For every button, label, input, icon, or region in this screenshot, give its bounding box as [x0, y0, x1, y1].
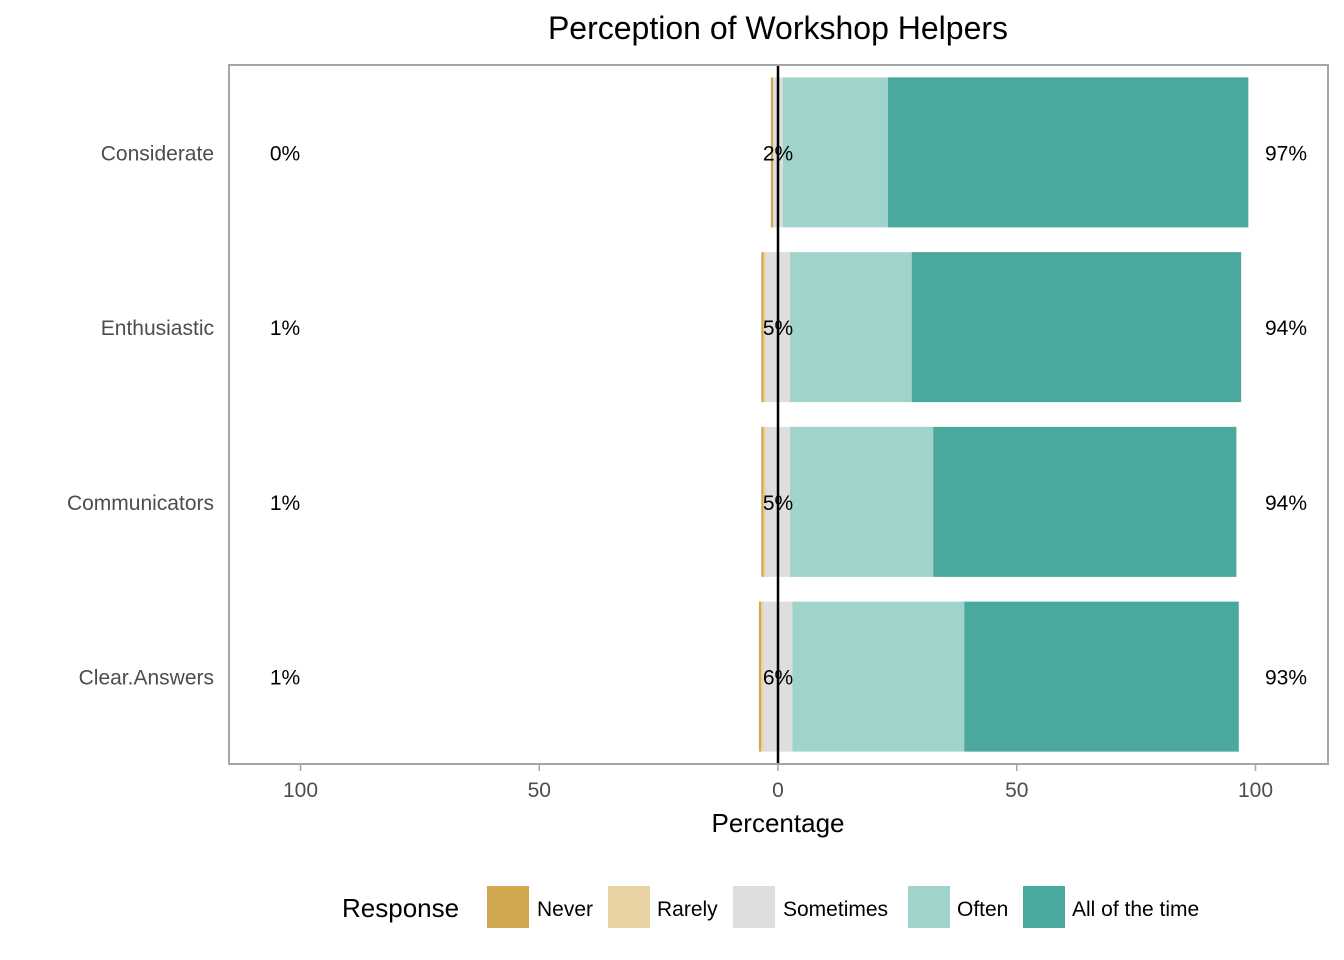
bar-often-enthusiastic — [789, 252, 912, 403]
percent-label-low: 1% — [270, 317, 300, 340]
bar-never-enthusiastic — [761, 252, 764, 403]
percent-label-high: 93% — [1265, 667, 1307, 690]
legend-label: All of the time — [1072, 898, 1199, 921]
legend-label: Never — [537, 898, 593, 921]
y-tick-label: Communicators — [67, 492, 214, 515]
x-tick-label: 0 — [772, 779, 784, 802]
legend-title: Response — [342, 893, 459, 923]
y-tick-label: Considerate — [101, 142, 214, 165]
legend-key-rarely — [608, 886, 650, 928]
legend-key-all-of-the-time — [1023, 886, 1065, 928]
percent-label-high: 94% — [1265, 317, 1307, 340]
axis-tick-layer: 100 50 0 50 100 — [283, 764, 1273, 802]
x-axis-title: Percentage — [712, 808, 845, 838]
legend-label: Often — [957, 898, 1008, 921]
bar-all-of-the-time-enthusiastic — [911, 252, 1242, 403]
y-tick-label: Enthusiastic — [101, 317, 214, 340]
x-tick-label: 100 — [1238, 779, 1273, 802]
percent-label-low: 0% — [270, 142, 300, 165]
legend-key-sometimes — [733, 886, 775, 928]
bar-never-communicators — [761, 426, 764, 577]
bar-all-of-the-time-clear-answers — [964, 601, 1239, 752]
percent-label-low: 1% — [270, 667, 300, 690]
label-layer: Considerate 0% 2% 97%Enthusiastic 1% 5% 94%Com… — [67, 65, 1307, 764]
chart-title: Perception of Workshop Helpers — [548, 10, 1008, 46]
bar-rarely-enthusiastic — [763, 252, 767, 403]
legend-label: Sometimes — [783, 898, 888, 921]
bar-never-considerate — [770, 77, 774, 228]
bar-all-of-the-time-considerate — [887, 77, 1249, 228]
x-tick-label: 50 — [1005, 779, 1028, 802]
percent-label-low: 1% — [270, 492, 300, 515]
bar-layer — [758, 77, 1249, 752]
legend-key-never — [487, 886, 529, 928]
bar-often-clear-answers — [792, 601, 965, 752]
legend: Response Never Rarely Sometimes Often All of… — [342, 886, 1199, 928]
percent-label-high: 97% — [1265, 142, 1307, 165]
bar-often-communicators — [789, 426, 934, 577]
legend-label: Rarely — [657, 898, 718, 921]
x-tick-label: 50 — [528, 779, 551, 802]
y-tick-label: Clear.Answers — [79, 667, 214, 690]
bar-often-considerate — [782, 77, 888, 228]
bar-never-clear-answers — [758, 601, 762, 752]
bar-rarely-communicators — [763, 426, 767, 577]
bar-rarely-clear-answers — [761, 601, 764, 752]
bar-all-of-the-time-communicators — [933, 426, 1237, 577]
x-tick-label: 100 — [283, 779, 318, 802]
percent-label-high: 94% — [1265, 492, 1307, 515]
legend-key-often — [908, 886, 950, 928]
